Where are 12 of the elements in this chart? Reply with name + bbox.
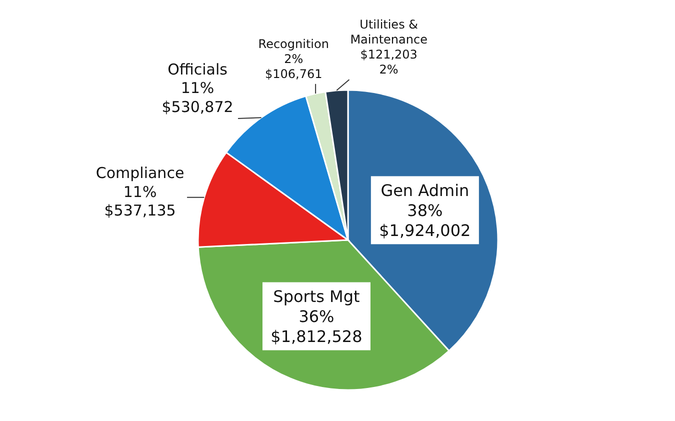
slice-label: Officials — [168, 60, 228, 78]
slice-label: Gen Admin — [380, 181, 470, 200]
data-label: 11% $537,135 — [104, 182, 176, 220]
data-label: 36% $1,812,528 — [270, 307, 362, 346]
slice-label: Recognition — [258, 36, 329, 51]
data-label: 11% $530,872 — [162, 79, 234, 116]
data-label: 2% $106,761 — [264, 52, 322, 81]
slice-label: Utilities & Maintenance — [350, 18, 428, 47]
data-label: 38% $1,924,002 — [379, 201, 471, 240]
data-label: $121,203 2% — [360, 48, 418, 77]
slice-label: Sports Mgt — [273, 287, 360, 306]
slice-label: Compliance — [96, 164, 184, 182]
